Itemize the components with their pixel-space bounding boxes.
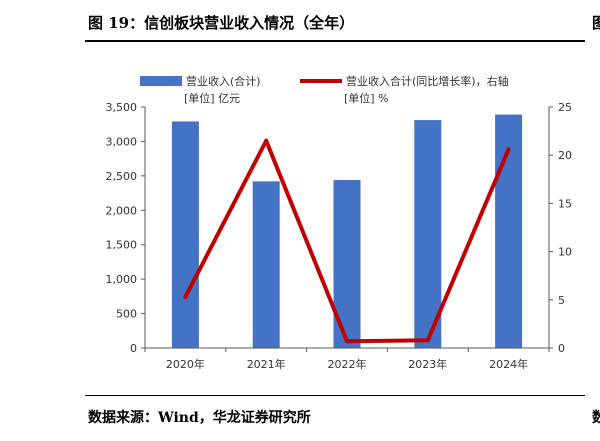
x-tick-label: 2022年: [328, 357, 367, 371]
y-left-tick-label: 0: [130, 342, 137, 355]
x-tick-label: 2020年: [166, 357, 205, 371]
bar: [252, 181, 280, 348]
chart-svg: 营业收入(合计) [单位] 亿元 营业收入合计(同比增长率)，右轴 [单位] %…: [106, 74, 573, 371]
y-left-tick-label: 3,000: [106, 135, 138, 148]
legend-label-line: 营业收入合计(同比增长率)，右轴: [346, 74, 509, 88]
y-left-tick-label: 2,500: [106, 170, 138, 183]
bar-series: [171, 114, 523, 349]
y-right-tick-label: 15: [558, 197, 572, 210]
bar: [171, 121, 199, 349]
x-tick-label: 2023年: [408, 357, 447, 371]
line-point: [183, 294, 188, 299]
y-left-tick-label: 3,500: [106, 101, 138, 114]
title-rule: [85, 40, 585, 42]
legend-swatch-bar: [140, 76, 182, 86]
line-point: [425, 338, 430, 343]
y-left-tick-label: 1,500: [106, 239, 138, 252]
legend: 营业收入(合计) [单位] 亿元 营业收入合计(同比增长率)，右轴 [单位] %: [140, 74, 509, 105]
legend-unit-line: [单位] %: [344, 91, 389, 105]
y-left-tick-label: 1,000: [106, 273, 138, 286]
y-right-tick-label: 20: [558, 149, 572, 162]
y-right-tick-label: 10: [558, 246, 572, 259]
source-note: 数据来源：Wind，华龙证券研究所: [88, 410, 311, 426]
axes: 0 500 1,000 1,500 2,000 2,500 3,000 3,500 0 5 10 15…: [106, 101, 573, 371]
x-tick-label: 2024年: [489, 357, 528, 371]
legend-unit-bar: [单位] 亿元: [184, 91, 240, 105]
y-right-tick-label: 25: [558, 101, 572, 114]
figure-title: 图 19：信创板块营业收入情况（全年）: [88, 14, 355, 32]
legend-label-bar: 营业收入(合计): [186, 74, 261, 88]
line-point: [506, 147, 511, 152]
line-point: [345, 339, 349, 344]
line-series: [183, 138, 511, 344]
x-tick-label: 2021年: [247, 357, 286, 371]
line-point: [264, 138, 269, 143]
clipped-edge-text-top: 图: [592, 14, 600, 32]
y-left-tick-label: 2,000: [106, 204, 138, 217]
clipped-edge-text-bottom: 数: [592, 410, 600, 426]
y-right-tick-label: 0: [558, 342, 565, 355]
bar: [414, 120, 442, 348]
y-right-tick-label: 5: [558, 294, 565, 307]
y-left-tick-label: 500: [116, 308, 137, 321]
source-rule: [85, 395, 585, 396]
